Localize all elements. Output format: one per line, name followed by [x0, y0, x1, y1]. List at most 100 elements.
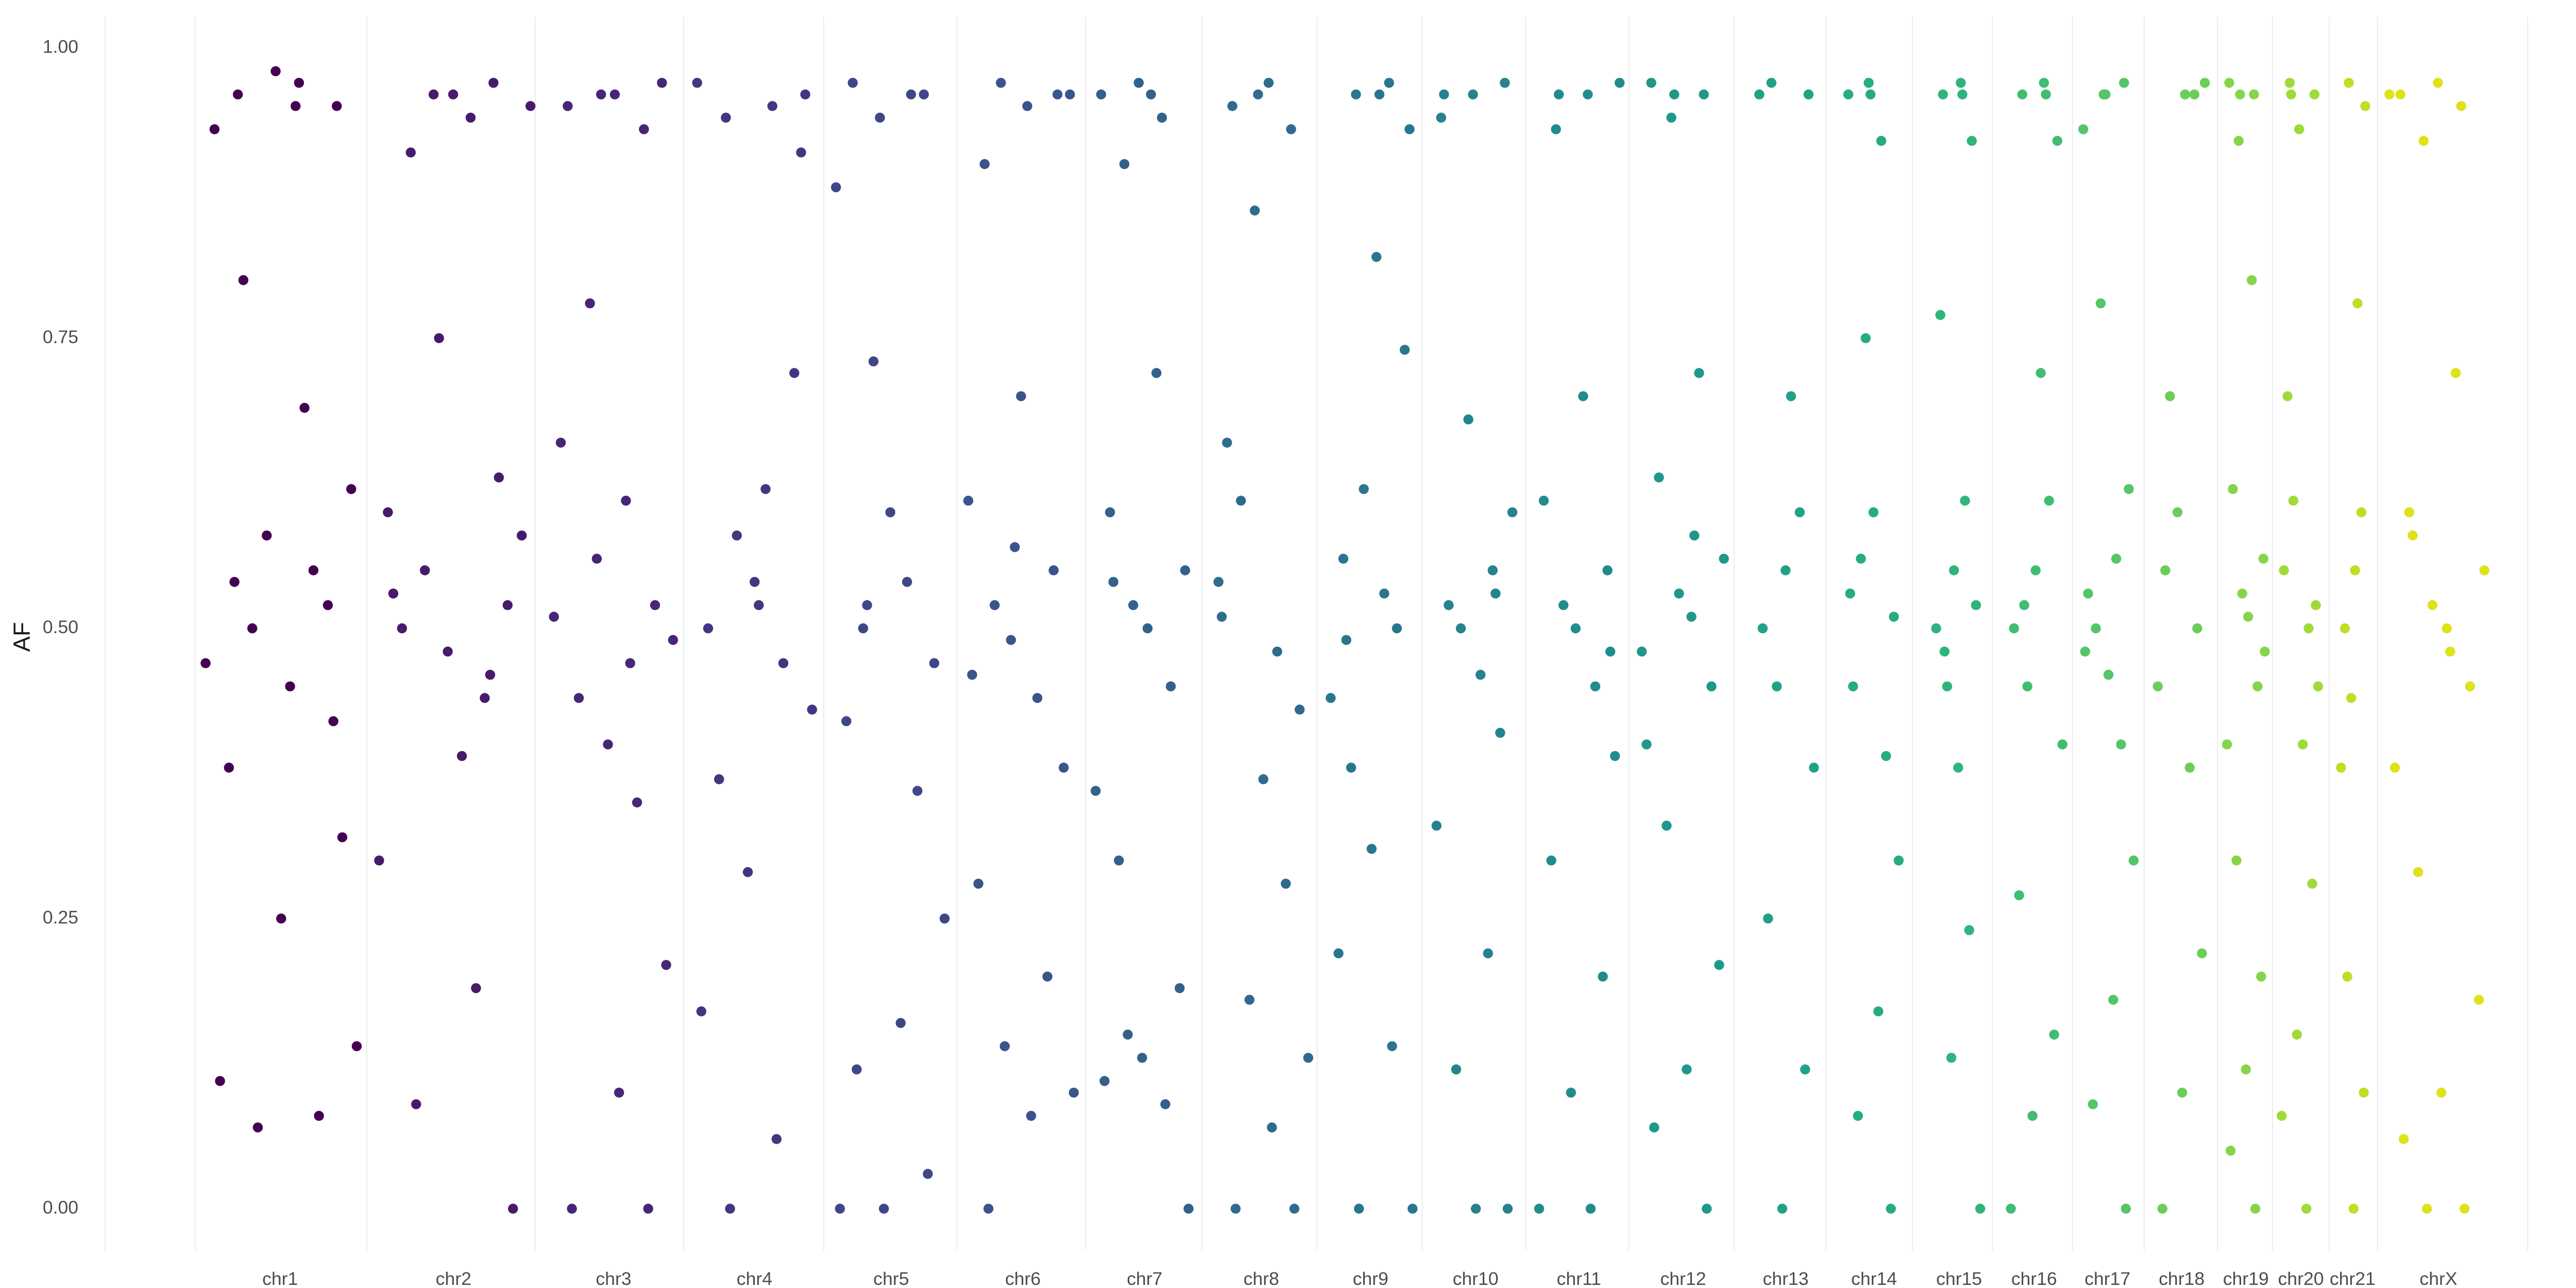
- point: [2103, 670, 2114, 680]
- point: [1702, 1204, 1712, 1214]
- point: [2252, 681, 2263, 691]
- point: [1468, 89, 1478, 100]
- point: [1451, 1064, 1462, 1075]
- point: [831, 182, 841, 193]
- point: [1856, 553, 1866, 564]
- point: [2116, 739, 2126, 750]
- point: [2433, 78, 2443, 88]
- point: [2389, 762, 2400, 773]
- point: [314, 1111, 324, 1121]
- x-tick-label: chr10: [1453, 1268, 1499, 1288]
- point: [692, 78, 702, 88]
- point: [337, 832, 348, 842]
- point: [1379, 588, 1389, 599]
- point: [1939, 646, 1950, 657]
- point: [2398, 1134, 2409, 1144]
- point: [796, 147, 806, 158]
- point: [979, 159, 990, 170]
- point: [1016, 391, 1026, 401]
- point: [906, 89, 917, 100]
- point: [1598, 971, 1608, 982]
- point: [2246, 275, 2257, 285]
- x-tick-label: chr20: [2278, 1268, 2324, 1288]
- point: [2356, 507, 2367, 518]
- point: [494, 472, 504, 483]
- point: [291, 101, 301, 111]
- point: [760, 484, 771, 494]
- point: [1387, 1041, 1397, 1052]
- point: [1669, 89, 1680, 100]
- point: [2360, 101, 2370, 111]
- point: [2091, 623, 2101, 634]
- point: [721, 112, 731, 123]
- point: [1105, 507, 1115, 518]
- point: [1099, 1076, 1110, 1086]
- point: [1354, 1204, 1364, 1214]
- y-tick-label: 0.75: [43, 327, 78, 347]
- point: [771, 1134, 782, 1144]
- point: [1772, 681, 1782, 691]
- point: [661, 960, 671, 970]
- point: [1052, 89, 1063, 100]
- point: [2288, 496, 2299, 506]
- point: [480, 693, 490, 703]
- point: [1889, 612, 1899, 622]
- point: [2177, 1088, 2188, 1098]
- point: [2346, 693, 2357, 703]
- point: [852, 1064, 862, 1075]
- point: [2350, 565, 2360, 575]
- point: [1975, 1204, 1986, 1214]
- point: [2199, 78, 2210, 88]
- point: [1286, 124, 1296, 134]
- point: [1249, 205, 1260, 216]
- point: [1948, 565, 1959, 575]
- point: [919, 89, 929, 100]
- point: [2344, 78, 2354, 88]
- point: [2119, 78, 2129, 88]
- point: [1666, 112, 1676, 123]
- point: [1534, 1204, 1545, 1214]
- point: [929, 658, 940, 668]
- point: [1538, 496, 1549, 506]
- point: [848, 78, 858, 88]
- point: [1551, 124, 1561, 134]
- point: [2225, 1145, 2236, 1156]
- point: [308, 565, 319, 575]
- point: [1263, 78, 1274, 88]
- point: [789, 368, 800, 378]
- point: [2006, 1204, 2016, 1214]
- point: [591, 553, 602, 564]
- point: [878, 1204, 889, 1214]
- point: [1470, 1204, 1481, 1214]
- point: [549, 612, 559, 622]
- point: [967, 670, 977, 680]
- point: [2095, 298, 2106, 309]
- point: [1213, 577, 1224, 587]
- point: [742, 867, 753, 877]
- point: [2422, 1204, 2432, 1214]
- point: [2286, 89, 2296, 100]
- point: [2348, 1204, 2359, 1214]
- point: [294, 78, 304, 88]
- point: [1216, 612, 1227, 622]
- point: [1128, 600, 1139, 611]
- point: [1338, 553, 1349, 564]
- point: [657, 78, 667, 88]
- point: [1475, 670, 1486, 680]
- point: [2395, 89, 2405, 100]
- point: [1133, 78, 1144, 88]
- point: [1351, 89, 1361, 100]
- point: [1463, 414, 1473, 425]
- point: [2231, 855, 2242, 866]
- point: [1289, 1204, 1300, 1214]
- point: [609, 89, 620, 100]
- point: [2233, 135, 2244, 146]
- point: [749, 577, 760, 587]
- point: [328, 716, 338, 726]
- point: [1392, 623, 1402, 634]
- point: [1757, 623, 1768, 634]
- point: [456, 751, 467, 761]
- point: [2027, 1111, 2038, 1121]
- point: [1881, 751, 1891, 761]
